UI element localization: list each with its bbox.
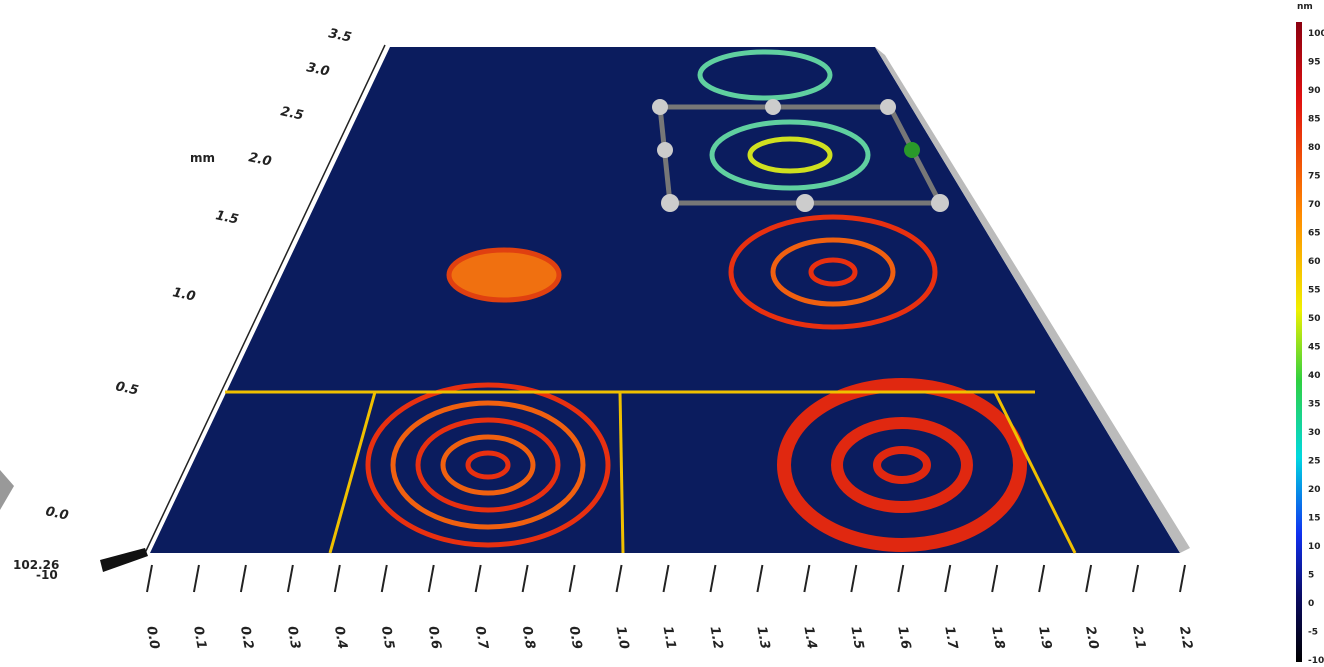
x-tick — [710, 565, 715, 592]
colorbar-tick-label: 70 — [1308, 200, 1321, 210]
x-tick-label: 0.5 — [378, 625, 397, 650]
x-tick-label: 0.6 — [425, 625, 444, 650]
ring — [449, 250, 559, 300]
colorbar-tick-label: 25 — [1308, 457, 1321, 467]
x-tick — [382, 565, 387, 592]
x-tick-label: 2.0 — [1082, 625, 1101, 650]
x-tick — [476, 565, 481, 592]
x-tick — [335, 565, 340, 592]
x-tick — [570, 565, 575, 592]
x-tick-label: 0.3 — [284, 625, 303, 650]
colorbar-tick-label: 80 — [1308, 143, 1321, 153]
x-tick — [757, 565, 762, 592]
colorbar-tick-label: -10 — [1308, 656, 1324, 666]
x-tick-label: 0.1 — [190, 625, 209, 650]
x-tick-label: 1.7 — [941, 625, 960, 651]
x-tick — [523, 565, 528, 592]
colorbar-tick-label: 20 — [1308, 485, 1321, 495]
y-tick-label: 0.0 — [44, 504, 70, 523]
y-tick-label: 1.5 — [214, 208, 240, 227]
y-tick-label: 3.5 — [327, 26, 353, 45]
colorbar — [1296, 22, 1302, 662]
x-tick — [1086, 565, 1091, 592]
x-tick — [804, 565, 809, 592]
colorbar-tick-label: 55 — [1308, 286, 1321, 296]
x-tick — [147, 565, 152, 592]
x-tick-label: 2.2 — [1176, 625, 1195, 650]
colorbar-tick-label: 45 — [1308, 343, 1321, 353]
x-tick — [898, 565, 903, 592]
y-tick-label: 1.0 — [171, 285, 197, 304]
x-tick — [945, 565, 950, 592]
x-tick — [851, 565, 856, 592]
colorbar-tick-label: -5 — [1308, 628, 1318, 638]
z-bottom-label: -10 — [36, 568, 58, 582]
x-tick-label: 0.2 — [237, 625, 256, 650]
z-axis-bar — [100, 548, 148, 572]
x-tick — [241, 565, 246, 592]
page: {"y_axis": {"unit": "mm", "ticks": ["0.0… — [0, 0, 1324, 667]
x-tick — [617, 565, 622, 592]
y-tick-label: 3.0 — [305, 60, 331, 79]
x-tick-label: 1.2 — [707, 625, 726, 650]
x-tick — [1039, 565, 1044, 592]
colorbar-tick-label: 75 — [1308, 172, 1321, 182]
handle — [661, 194, 679, 212]
handle — [931, 194, 949, 212]
colorbar-tick-label: 35 — [1308, 400, 1321, 410]
colorbar-tick-label: 15 — [1308, 514, 1321, 524]
x-tick — [992, 565, 997, 592]
handle — [652, 99, 668, 115]
handle — [904, 142, 920, 158]
x-tick-label: 0.4 — [331, 625, 350, 650]
colorbar-tick-label: 65 — [1308, 229, 1321, 239]
x-tick — [1133, 565, 1138, 592]
colorbar-tick-label: 0 — [1308, 599, 1314, 609]
colorbar-tick-label: 85 — [1308, 115, 1321, 125]
x-tick-label: 1.4 — [800, 625, 819, 650]
colorbar-tick-label: 50 — [1308, 314, 1321, 324]
handle — [657, 142, 673, 158]
x-tick-label: 1.0 — [613, 625, 632, 650]
y-tick-label: 0.5 — [114, 379, 140, 398]
x-tick — [1180, 565, 1185, 592]
colorbar-tick-label: 5 — [1308, 571, 1314, 581]
colorbar-tick-label: 10 — [1308, 542, 1321, 552]
side-handle — [0, 470, 14, 510]
colorbar-unit: nm — [1297, 2, 1313, 12]
x-tick-label: 1.6 — [894, 625, 913, 650]
colorbar-tick-label: 60 — [1308, 257, 1321, 267]
colorbar-tick-label: 90 — [1308, 86, 1321, 96]
colorbar-tick-label: 95 — [1308, 58, 1321, 68]
x-tick-label: 0.8 — [519, 625, 538, 650]
x-tick-label: 1.1 — [660, 625, 679, 650]
surface-view: mm 102.26 -10 nm 0.00.51.01.52.02.53.03.… — [0, 0, 1324, 667]
handle — [880, 99, 896, 115]
x-tick — [429, 565, 434, 592]
colorbar-tick-label: 100 — [1308, 29, 1324, 39]
colorbar-tick-label: 30 — [1308, 428, 1321, 438]
x-tick-label: 1.9 — [1035, 625, 1054, 650]
x-tick-label: 0.0 — [143, 625, 162, 650]
y-tick-label: 2.5 — [279, 104, 305, 123]
handle — [796, 194, 814, 212]
x-tick-label: 0.9 — [566, 625, 585, 650]
x-tick — [664, 565, 669, 592]
x-tick — [194, 565, 199, 592]
x-tick-label: 1.3 — [753, 625, 772, 650]
x-tick-label: 2.1 — [1129, 625, 1148, 650]
x-tick-label: 1.8 — [988, 625, 1007, 650]
colorbar-tick-label: 40 — [1308, 371, 1321, 381]
x-tick-label: 0.7 — [472, 625, 491, 651]
x-tick-label: 1.5 — [847, 625, 866, 650]
y-tick-label: 2.0 — [247, 150, 273, 169]
y-axis-unit: mm — [190, 151, 215, 165]
x-tick — [288, 565, 293, 592]
handle — [765, 99, 781, 115]
